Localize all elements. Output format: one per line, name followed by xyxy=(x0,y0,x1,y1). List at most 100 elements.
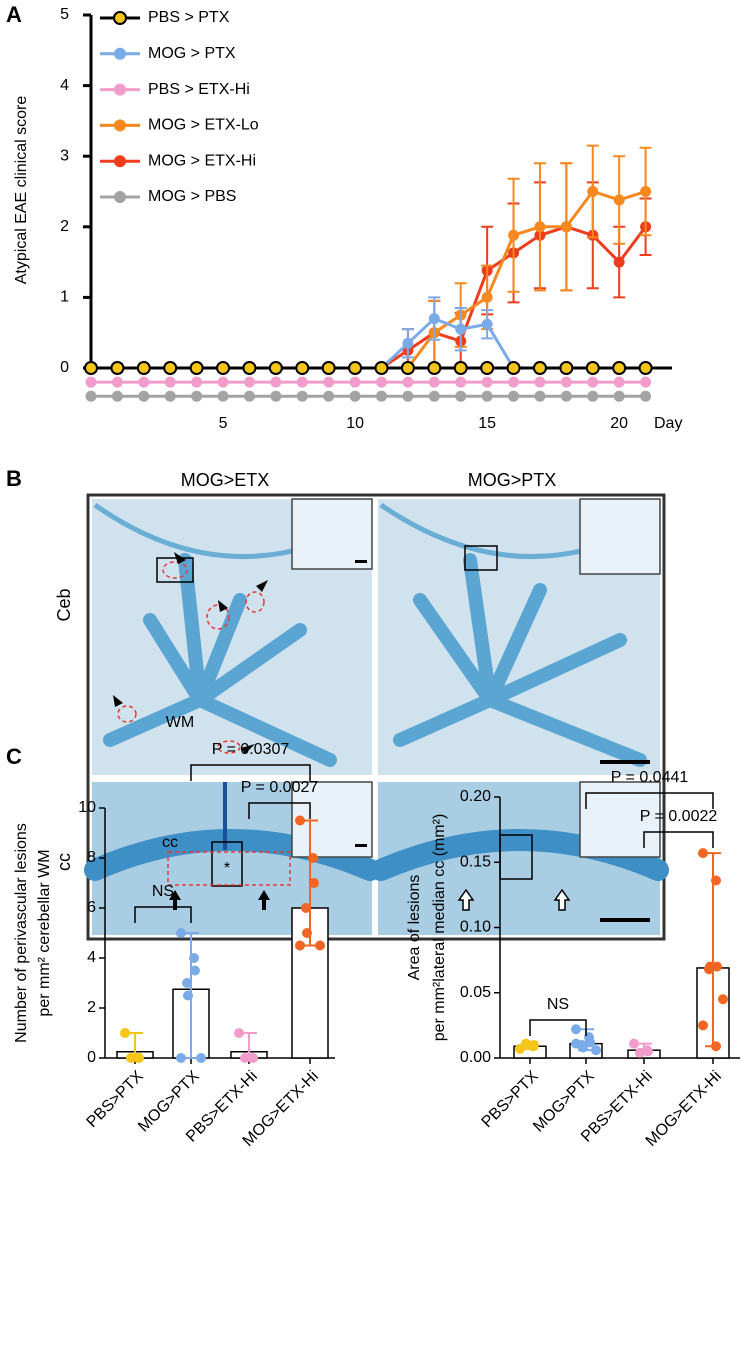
point xyxy=(189,953,199,963)
point xyxy=(296,376,308,388)
bracket xyxy=(190,764,311,781)
point xyxy=(120,1028,130,1038)
point xyxy=(480,361,495,375)
point xyxy=(560,390,572,402)
series-line xyxy=(91,225,647,370)
y-axis-label: per mm² cerebellar WM xyxy=(36,849,53,1016)
point xyxy=(705,961,715,972)
annotation: P = 0.0307 xyxy=(212,741,290,758)
legend-marker xyxy=(114,191,126,203)
annotation: NS xyxy=(152,883,174,900)
point xyxy=(196,1053,206,1063)
point xyxy=(643,1046,653,1057)
point xyxy=(191,390,203,402)
point xyxy=(640,376,652,388)
point xyxy=(591,1045,601,1056)
x-tick-label: 5 xyxy=(219,415,228,432)
point xyxy=(242,361,257,375)
point xyxy=(295,361,310,375)
point xyxy=(612,361,627,375)
point xyxy=(243,390,255,402)
point xyxy=(400,361,415,375)
point xyxy=(138,376,150,388)
point xyxy=(587,376,599,388)
point xyxy=(85,390,97,402)
point xyxy=(136,361,151,375)
point xyxy=(349,390,361,402)
point xyxy=(587,186,599,197)
point xyxy=(248,1053,258,1063)
point xyxy=(455,390,467,402)
y-tick-label: 10 xyxy=(78,799,96,816)
bracket xyxy=(134,906,192,923)
legend-label: MOG > PBS xyxy=(148,188,236,205)
point xyxy=(134,1053,144,1063)
y-axis-label: Number of perivascular lesions xyxy=(13,823,30,1043)
point xyxy=(217,376,229,388)
legend-marker xyxy=(114,83,126,96)
point xyxy=(217,390,229,402)
y-tick-label: 0.20 xyxy=(460,788,491,805)
point xyxy=(323,390,335,402)
column-label: MOG>ETX xyxy=(181,470,270,490)
y-tick-label: 6 xyxy=(87,899,96,916)
annotation: P = 0.0027 xyxy=(241,779,319,796)
column-label: MOG>PTX xyxy=(468,470,557,490)
histology: MOG>ETX MOG>PTX Ceb cc WM cc * xyxy=(54,470,669,941)
point xyxy=(216,361,231,375)
point xyxy=(376,390,387,402)
point xyxy=(481,390,493,402)
y-tick-label: 4 xyxy=(60,77,69,94)
legend-marker xyxy=(114,119,126,132)
point xyxy=(270,390,282,402)
legend-label: PBS > ETX-Hi xyxy=(148,81,250,98)
y-tick-label: 8 xyxy=(87,849,96,866)
bracket xyxy=(643,831,714,848)
point xyxy=(585,361,600,375)
bracket xyxy=(585,792,714,809)
annotation: P = 0.0441 xyxy=(611,769,689,786)
point xyxy=(402,337,414,349)
point xyxy=(111,376,123,388)
legend-marker xyxy=(113,11,127,25)
point xyxy=(613,256,625,268)
annotation: * xyxy=(224,860,230,877)
point xyxy=(718,994,728,1005)
point xyxy=(698,848,708,859)
point xyxy=(521,1038,531,1049)
point xyxy=(176,1053,186,1063)
y-axis-label: per mm²lateral median cc (mm²) xyxy=(431,814,448,1042)
point xyxy=(571,1038,581,1049)
point xyxy=(635,1047,645,1058)
y-tick-label: 0.10 xyxy=(460,919,491,936)
point xyxy=(190,965,200,976)
y-axis-label: Area of lesions xyxy=(406,875,423,981)
point xyxy=(176,928,186,938)
y-tick-label: 3 xyxy=(60,147,69,164)
point xyxy=(428,390,440,402)
bracket xyxy=(248,802,311,819)
point xyxy=(164,376,176,388)
point xyxy=(321,361,336,375)
point xyxy=(301,903,311,913)
point xyxy=(613,390,625,402)
point xyxy=(506,361,521,375)
x-tick-label: 10 xyxy=(346,415,364,432)
point xyxy=(309,878,319,888)
point xyxy=(560,221,572,233)
point xyxy=(508,376,520,388)
y-tick-label: 2 xyxy=(60,218,69,235)
point xyxy=(138,390,150,402)
point xyxy=(640,186,652,197)
point xyxy=(481,318,493,330)
bracket xyxy=(529,1019,587,1036)
point xyxy=(164,390,176,402)
point xyxy=(638,361,653,375)
point xyxy=(532,361,547,375)
y-tick-label: 0.00 xyxy=(460,1049,491,1066)
point xyxy=(711,1041,721,1052)
point xyxy=(126,1053,136,1063)
panel-label: A xyxy=(6,2,22,27)
annotation: WM xyxy=(166,714,194,731)
